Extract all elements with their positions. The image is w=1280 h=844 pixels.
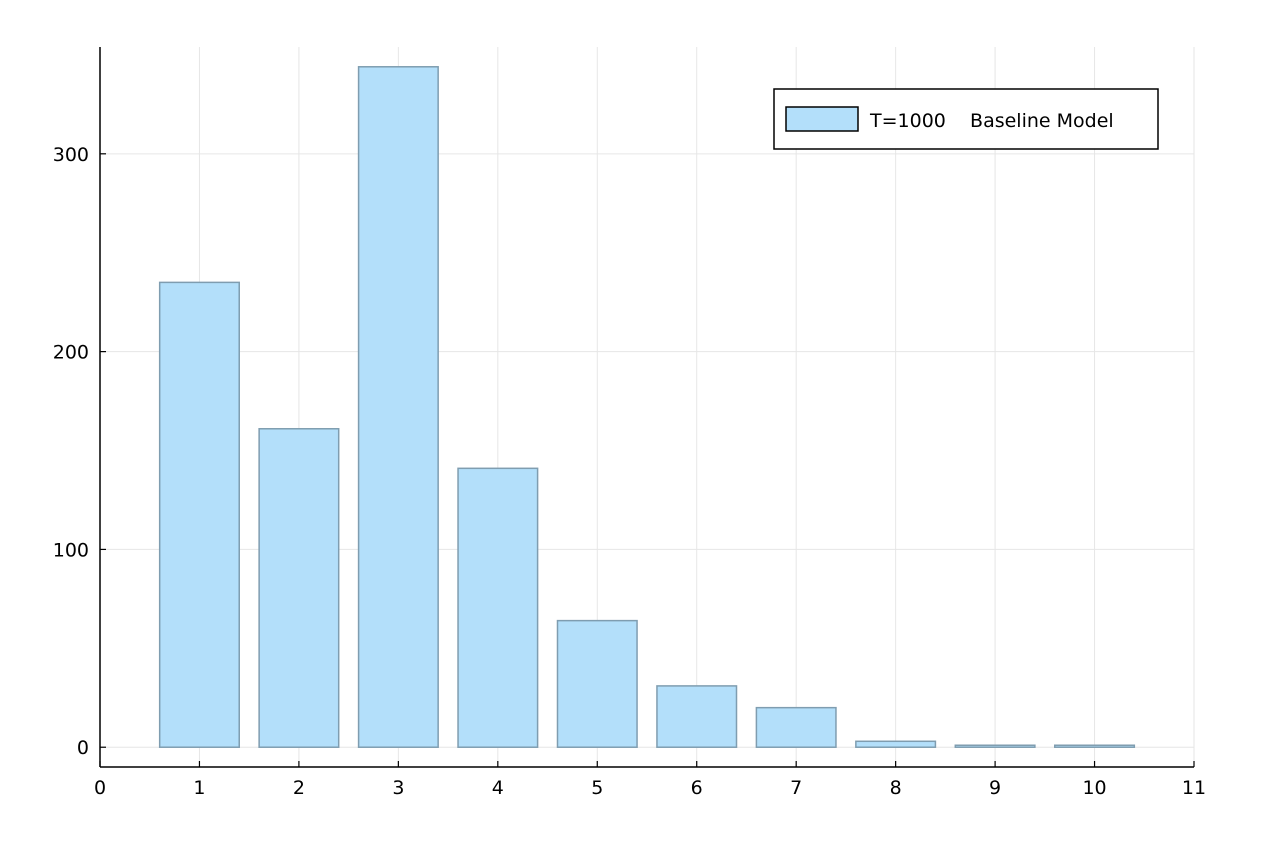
bar (258, 428, 340, 748)
x-tick-label: 5 (591, 777, 603, 799)
y-axis-ticks: 0 100 200 300 (53, 144, 106, 759)
x-tick-label: 10 (1082, 777, 1106, 799)
bar (357, 66, 439, 748)
bar (954, 744, 1036, 748)
bar (158, 281, 240, 748)
y-tick-label: 300 (53, 144, 89, 166)
x-axis-ticks: 0 1 2 3 4 5 6 7 8 9 10 11 (94, 761, 1206, 799)
bar (656, 685, 738, 748)
axes (99, 47, 1194, 768)
bar (755, 706, 837, 748)
x-tick-label: 0 (94, 777, 106, 799)
bar (556, 619, 638, 748)
legend: T=1000 Baseline Model (773, 88, 1159, 150)
legend-label: T=1000 Baseline Model (869, 110, 1114, 132)
x-tick-label: 6 (691, 777, 703, 799)
x-tick-label: 7 (790, 777, 802, 799)
y-tick-label: 0 (77, 737, 89, 759)
x-tick-label: 9 (989, 777, 1001, 799)
x-tick-label: 1 (193, 777, 205, 799)
bars (158, 66, 1136, 748)
x-tick-label: 3 (392, 777, 404, 799)
bar (457, 467, 539, 748)
x-tick-label: 8 (890, 777, 902, 799)
x-tick-label: 4 (492, 777, 504, 799)
x-tick-label: 2 (293, 777, 305, 799)
legend-swatch (785, 106, 859, 132)
x-tick-label: 11 (1182, 777, 1206, 799)
y-tick-label: 200 (53, 342, 89, 364)
bar (1054, 744, 1136, 748)
bar (855, 740, 937, 748)
y-tick-label: 100 (53, 539, 89, 561)
